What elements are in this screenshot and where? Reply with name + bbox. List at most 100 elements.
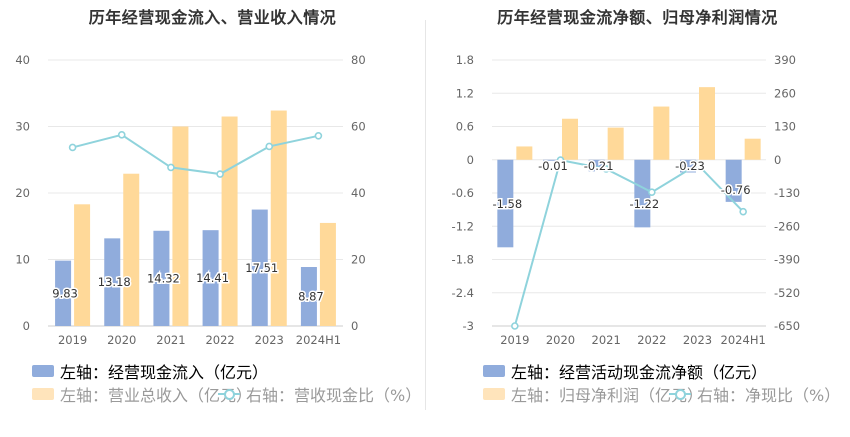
legend-row: 左轴：经营现金流入（亿元） (0, 359, 425, 382)
legend-label: 左轴：经营现金流入（亿元） (60, 363, 269, 382)
legend-item-net-profit[interactable]: 左轴：归母净利润（亿元） (483, 382, 703, 406)
series-line (513, 158, 744, 327)
legend-label: 左轴：经营活动现金流净额（亿元） (511, 363, 768, 382)
y-right-tick-label: 390 (774, 53, 796, 67)
legend-item-net-cash-flow[interactable]: 左轴：经营活动现金流净额（亿元） (483, 359, 767, 383)
y-right-tick-label: -130 (774, 186, 800, 200)
bar-data-label: 14.32 (147, 271, 180, 285)
chart-plot-right: -3 -2.4 -1.8 -1.2 -0.6 0 0.6 1.2 1.8 -650 -520 -390… (452, 53, 801, 347)
y-left-tick-label: -2.4 (452, 286, 474, 300)
x-tick-label: 2022 (205, 333, 234, 347)
bar-s0-3 (202, 230, 219, 326)
y-right-tick-label: 80 (351, 53, 366, 67)
chart-title: 历年经营现金流入、营业收入情况 (88, 8, 337, 27)
y-left-tick-label: 0.6 (456, 120, 474, 134)
bar-s0-3 (634, 159, 651, 228)
legend-swatch (32, 365, 54, 377)
bar-data-label: -0.21 (584, 159, 614, 173)
y-right-tick-label: 20 (351, 253, 366, 267)
x-tick-label: 2020 (546, 333, 575, 347)
x-tick-label: 2024H1 (721, 333, 766, 347)
line-point-2 (602, 165, 610, 173)
y-left-tick-label: 20 (15, 186, 30, 200)
legend-row: 左轴：营业总收入（亿元） 右轴：营收现金比（%） (0, 382, 425, 405)
bar-data-label: 8.87 (298, 290, 324, 304)
legend-item-cash-inflow[interactable]: 左轴：经营现金流入（亿元） (32, 359, 268, 383)
bar-s0-2 (588, 159, 605, 172)
legend-item-net-cash-ratio[interactable]: 右轴：净现比（%） (669, 382, 840, 406)
legend-label: 右轴：营收现金比（%） (246, 386, 422, 405)
legend-label: 右轴：净现比（%） (697, 386, 841, 405)
chart-plot-left: 0 10 20 30 40 0 20 40 60 80 2019 2020 2021 2022 2023 20… (15, 53, 366, 347)
bar-s1-2 (172, 126, 189, 326)
x-tick-label: 2023 (683, 333, 712, 347)
line-point-4 (265, 142, 274, 151)
y-right-tick-label: 130 (774, 120, 796, 134)
legend-line-icon (669, 388, 691, 400)
y-left-tick-label: 10 (15, 253, 30, 267)
x-tick-label: 2020 (107, 333, 136, 347)
y-right-tick-label: -520 (774, 286, 800, 300)
y-left-tick-label: -3 (463, 319, 474, 333)
line-point-1 (117, 131, 126, 139)
y-left-tick-label: -0.6 (452, 186, 474, 200)
legend-item-revenue[interactable]: 左轴：营业总收入（亿元） (32, 382, 252, 406)
bar-s0-5 (725, 159, 742, 202)
y-right-tick-label: 0 (351, 319, 358, 333)
y-left-tick-label: 1.2 (456, 86, 474, 100)
bar-s1-0 (516, 146, 533, 160)
line-point-1 (556, 156, 565, 164)
legend-label: 左轴：归母净利润（亿元） (511, 386, 704, 405)
series-line (72, 133, 319, 176)
line-point-3 (648, 188, 656, 197)
bar-data-label: -0.23 (675, 159, 705, 173)
x-tick-label: 2021 (156, 333, 185, 347)
y-left-tick-label: 0 (23, 319, 30, 333)
line-point-5 (314, 132, 323, 140)
chart-panel-left: 历年经营现金流入、营业收入情况 0 10 20 30 40 0 20 40 60 80 2019 20… (0, 8, 425, 405)
x-tick-label: 2019 (500, 333, 529, 347)
bar-data-label: 13.18 (98, 275, 131, 289)
legend-row: 左轴：归母净利润（亿元） 右轴：净现比（%） (425, 382, 850, 405)
bar-s0-2 (153, 230, 170, 326)
panel-divider (425, 20, 426, 410)
legend-item-cash-ratio[interactable]: 右轴：营收现金比（%） (218, 382, 421, 406)
bar-s0-1 (104, 238, 121, 326)
y-right-tick-label: -260 (774, 219, 800, 233)
bar-s0-4 (251, 209, 268, 326)
bar-s1-0 (74, 204, 91, 326)
legend-row: 左轴：经营活动现金流净额（亿元） (425, 359, 850, 382)
y-right-tick-label: 260 (774, 86, 796, 100)
x-tick-label: 2021 (592, 333, 621, 347)
x-tick-label: 2019 (58, 333, 87, 347)
bar-s0-1 (543, 159, 559, 161)
line-point-0 (511, 322, 519, 330)
y-left-tick-label: 40 (15, 53, 30, 67)
y-right-tick-label: 60 (351, 120, 366, 134)
x-tick-label: 2022 (637, 333, 666, 347)
bar-s1-4 (699, 87, 715, 160)
y-left-tick-label: 0 (467, 153, 474, 167)
legend-line-icon (218, 388, 240, 400)
line-point-4 (693, 160, 702, 169)
y-left-tick-label: -1.8 (452, 253, 474, 267)
chart-title: 历年经营现金流净额、归母净利润情况 (497, 8, 778, 27)
bar-data-label: 17.51 (245, 261, 278, 275)
bar-s1-3 (653, 106, 670, 160)
bar-s0-0 (497, 159, 514, 248)
bar-data-label: 9.83 (52, 286, 78, 300)
y-left-tick-label: 30 (15, 120, 30, 134)
bar-data-label: -0.76 (721, 183, 751, 197)
bar-s1-5 (319, 222, 336, 326)
bar-s1-5 (744, 138, 761, 160)
y-left-tick-label: -1.2 (452, 219, 474, 233)
bar-s1-2 (607, 127, 624, 160)
y-right-tick-label: -650 (774, 319, 800, 333)
x-tick-label: 2023 (255, 333, 284, 347)
bar-data-label: -1.22 (629, 197, 659, 211)
bar-s1-3 (221, 116, 238, 327)
bar-s1-1 (562, 118, 578, 160)
line-point-2 (167, 163, 175, 172)
bar-s1-4 (270, 110, 287, 326)
bar-s0-4 (680, 159, 696, 173)
